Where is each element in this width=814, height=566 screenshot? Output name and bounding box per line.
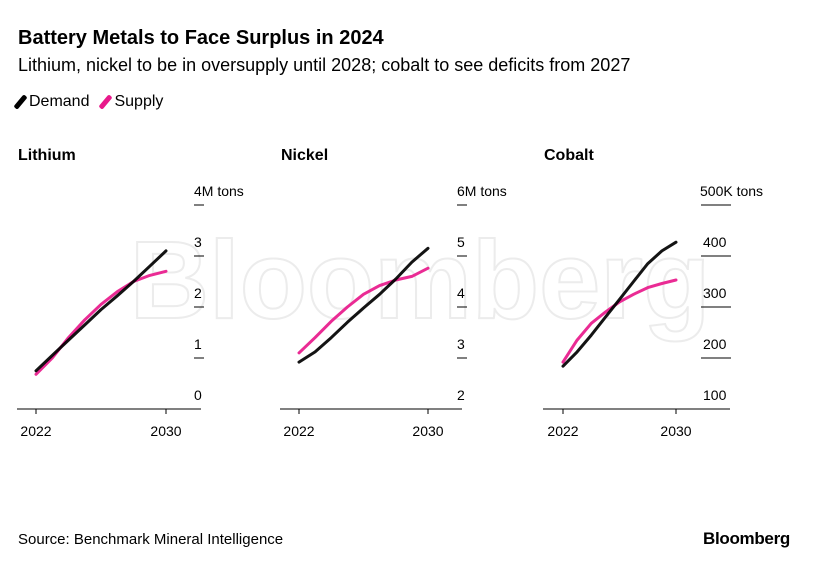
cobalt-demand-line: [561, 240, 678, 368]
x-tick-label: 2030: [660, 423, 691, 439]
y-tick-label: 400: [703, 234, 727, 250]
source-note: Source: Benchmark Mineral Intelligence: [18, 531, 284, 548]
legend-label: Demand: [29, 93, 90, 110]
cobalt-supply-line: [561, 278, 678, 364]
chart-title: Battery Metals to Face Surplus in 2024: [18, 27, 384, 49]
y-tick-label: 300: [703, 285, 727, 301]
legend-label: Supply: [114, 93, 164, 110]
chart-subtitle: Lithium, nickel to be in oversupply unti…: [18, 55, 631, 75]
y-tick-label: 2: [457, 387, 465, 403]
y-tick-label: 5: [457, 234, 465, 250]
y-tick-label: 100: [703, 387, 727, 403]
panel-title: Lithium: [18, 147, 76, 164]
supply-swatch-icon: [98, 94, 114, 110]
y-tick-label: 0: [194, 387, 202, 403]
y-tick-label: 3: [194, 234, 202, 250]
panel-title: Cobalt: [544, 147, 594, 164]
y-tick-label: 6M tons: [457, 183, 507, 199]
x-tick-label: 2022: [283, 423, 314, 439]
nickel-demand-line: [297, 246, 430, 364]
legend-item-demand: Demand: [13, 93, 90, 111]
y-tick-label: 4M tons: [194, 183, 244, 199]
x-tick-label: 2030: [412, 423, 443, 439]
x-tick-label: 2022: [20, 423, 51, 439]
y-tick-label: 200: [703, 336, 727, 352]
legend: Demand Supply: [13, 93, 164, 111]
watermark: Bloomberg: [130, 219, 711, 342]
y-tick-label: 1: [194, 336, 202, 352]
y-tick-label: 3: [457, 336, 465, 352]
bloomberg-logo: Bloomberg: [702, 529, 790, 548]
legend-item-supply: Supply: [98, 93, 164, 111]
y-tick-label: 2: [194, 285, 202, 301]
y-tick-label: 500K tons: [700, 183, 763, 199]
x-tick-label: 2022: [547, 423, 578, 439]
x-tick-label: 2030: [150, 423, 181, 439]
lithium-demand-line: [34, 249, 168, 373]
nickel-supply-line: [297, 266, 430, 355]
panel-title: Nickel: [281, 147, 328, 164]
y-tick-label: 4: [457, 285, 465, 301]
